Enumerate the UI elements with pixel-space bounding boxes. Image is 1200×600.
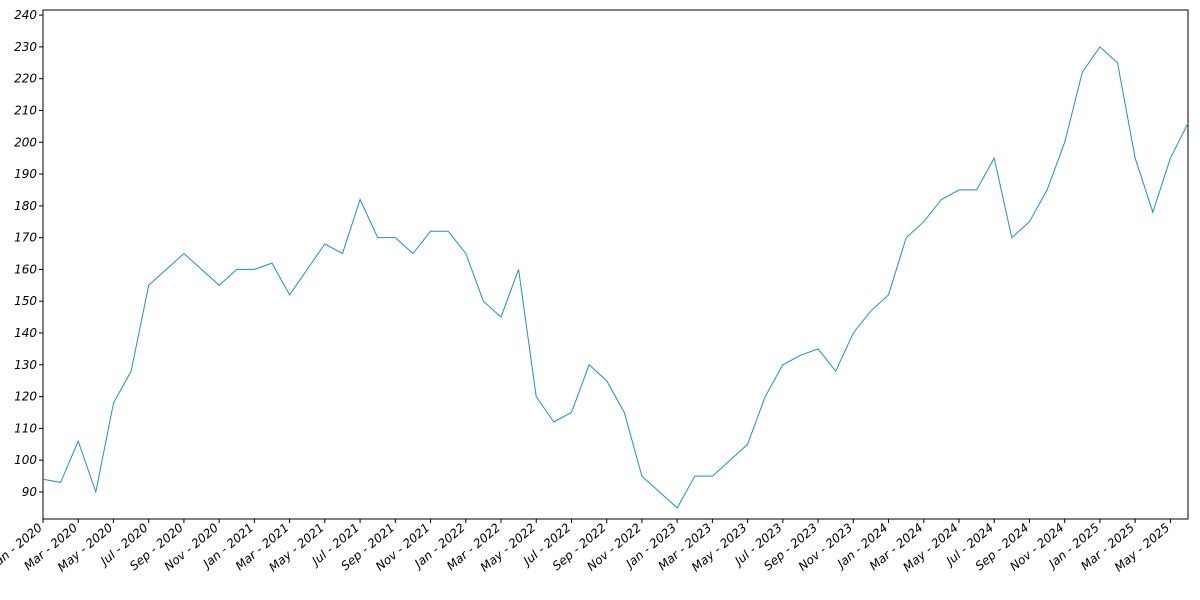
y-tick-label: 190 (14, 167, 37, 181)
y-tick-label: 200 (14, 135, 37, 149)
plot-frame (42, 9, 1189, 520)
price-line (42, 46, 1189, 509)
y-tick-label: 150 (14, 294, 37, 308)
y-tick-label: 230 (14, 40, 37, 54)
y-tick-label: 100 (14, 453, 37, 467)
y-tick-label: 220 (14, 72, 37, 86)
y-tick-label: 120 (14, 390, 37, 404)
y-tick-label: 210 (14, 103, 37, 117)
y-tick-label: 170 (14, 231, 37, 245)
y-tick-label: 160 (14, 262, 37, 276)
y-tick-label: 140 (14, 326, 37, 340)
y-tick-label: 110 (14, 421, 37, 435)
y-tick-label: 180 (14, 199, 37, 213)
y-tick-label: 240 (14, 8, 37, 22)
y-tick-label: 90 (22, 485, 38, 499)
y-tick-label: 130 (14, 358, 37, 372)
